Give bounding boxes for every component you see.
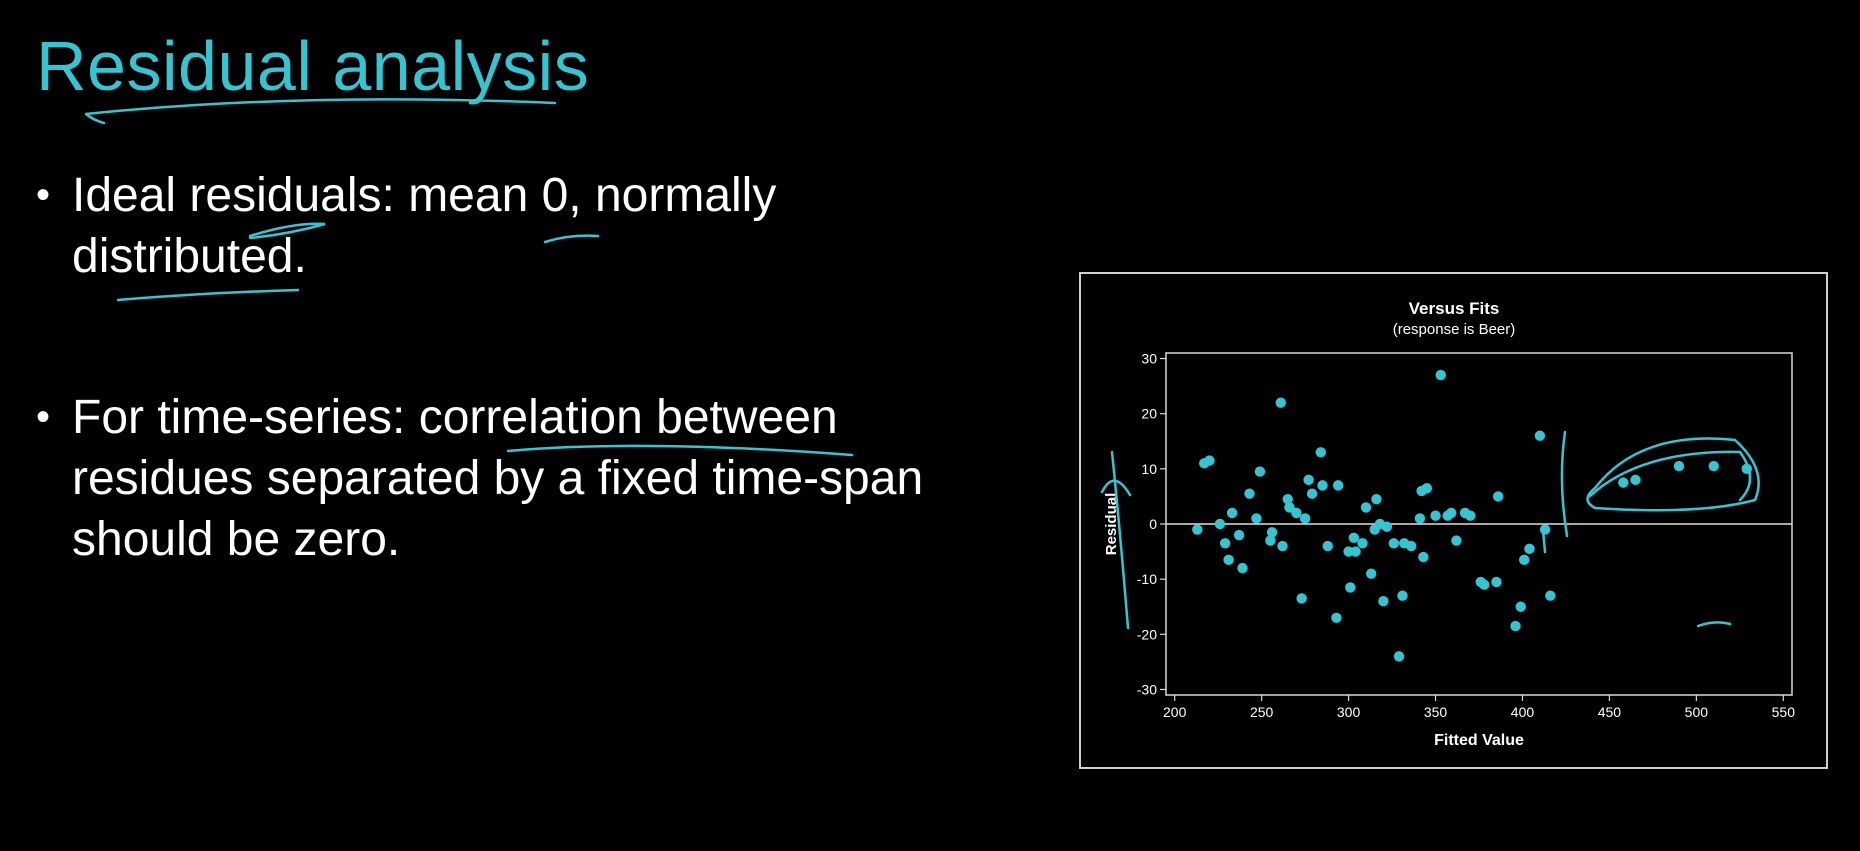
data-point xyxy=(1519,554,1530,566)
y-tick-label: 0 xyxy=(1149,516,1157,532)
data-point xyxy=(1741,463,1752,475)
data-point xyxy=(1275,397,1286,408)
data-point xyxy=(1381,521,1393,532)
data-point xyxy=(1545,590,1556,601)
x-tick-label: 350 xyxy=(1424,704,1448,720)
data-point xyxy=(1315,447,1326,458)
data-point xyxy=(1265,535,1276,546)
data-point xyxy=(1673,460,1685,472)
bullet-list: • Ideal residuals: mean 0, normally dist… xyxy=(36,165,1016,570)
x-tick-label: 250 xyxy=(1250,704,1274,720)
data-point xyxy=(1397,590,1408,601)
data-point xyxy=(1405,540,1417,552)
data-point xyxy=(1291,507,1302,519)
chart-panel xyxy=(1079,272,1828,769)
data-point xyxy=(1378,596,1389,607)
data-point xyxy=(1421,482,1433,494)
data-point xyxy=(1388,538,1399,549)
data-point xyxy=(1465,510,1476,521)
data-point xyxy=(1618,477,1629,488)
data-point xyxy=(1244,488,1255,499)
y-tick-label: -10 xyxy=(1137,571,1157,587)
data-point xyxy=(1331,612,1342,623)
data-point xyxy=(1192,524,1203,535)
x-tick-label: 200 xyxy=(1163,704,1187,720)
data-point xyxy=(1371,493,1382,505)
data-point xyxy=(1214,518,1226,530)
data-point xyxy=(1237,562,1248,574)
data-point xyxy=(1332,480,1344,491)
y-tick-label: -20 xyxy=(1137,626,1157,642)
y-axis: 30 20 10 0 -10 -20 -30 xyxy=(1137,351,1166,697)
data-point xyxy=(1534,430,1546,441)
y-tick-label: 30 xyxy=(1141,351,1157,367)
bullet-item: • For time-series: correlation between r… xyxy=(36,387,1016,570)
data-point xyxy=(1254,466,1266,477)
data-point xyxy=(1296,593,1307,604)
bullet-item: • Ideal residuals: mean 0, normally dist… xyxy=(36,165,1016,287)
data-point xyxy=(1524,543,1535,555)
data-point xyxy=(1491,576,1502,588)
data-point xyxy=(1284,502,1295,513)
bullet-text: Ideal residuals: mean 0, normally distri… xyxy=(72,169,777,283)
data-point xyxy=(1345,582,1356,593)
data-point xyxy=(1233,529,1245,541)
data-point xyxy=(1299,513,1311,524)
data-point xyxy=(1414,513,1426,524)
data-point xyxy=(1266,527,1278,538)
data-point xyxy=(1708,460,1719,472)
x-tick-label: 500 xyxy=(1685,704,1709,720)
data-point xyxy=(1317,480,1328,491)
x-tick-label: 300 xyxy=(1337,704,1361,720)
title-underline-tail xyxy=(84,112,106,125)
data-point xyxy=(1306,488,1318,499)
x-axis-label: Fitted Value xyxy=(1434,732,1524,749)
chart-subtitle: (response is Beer) xyxy=(1393,321,1516,338)
x-axis: 200 250 300 350 400 450 500 550 xyxy=(1163,695,1795,720)
data-point xyxy=(1418,551,1429,563)
data-point xyxy=(1393,651,1405,662)
chart-title: Versus Fits xyxy=(1409,299,1500,318)
slide-title: Residual analysis xyxy=(36,27,590,105)
data-point xyxy=(1251,513,1262,524)
data-point xyxy=(1226,507,1238,519)
data-point xyxy=(1492,491,1504,502)
x-tick-label: 450 xyxy=(1598,704,1622,720)
data-points xyxy=(1192,369,1752,662)
data-point xyxy=(1365,568,1377,579)
y-tick-label: 20 xyxy=(1141,406,1157,422)
data-point xyxy=(1223,554,1234,566)
y-tick-label: 10 xyxy=(1141,461,1157,477)
data-point xyxy=(1204,455,1215,466)
data-point xyxy=(1282,493,1293,505)
data-point xyxy=(1510,620,1521,632)
data-point xyxy=(1303,474,1314,486)
y-axis-label: Residual xyxy=(1103,493,1120,556)
data-point xyxy=(1539,524,1551,535)
data-point xyxy=(1630,474,1641,486)
data-point xyxy=(1360,502,1372,513)
data-point xyxy=(1515,601,1526,612)
x-tick-label: 400 xyxy=(1511,704,1535,720)
data-point xyxy=(1451,535,1462,546)
data-point xyxy=(1435,369,1446,381)
data-point xyxy=(1350,546,1361,557)
data-point xyxy=(1357,538,1368,549)
data-point xyxy=(1322,540,1333,552)
bullet-glyph: • xyxy=(36,395,51,439)
data-point xyxy=(1445,507,1457,519)
data-point xyxy=(1479,579,1490,590)
data-point xyxy=(1277,540,1288,552)
data-point xyxy=(1348,532,1359,543)
data-point xyxy=(1219,538,1231,549)
bullet-glyph: • xyxy=(36,173,51,217)
scatter-chart: Versus Fits (response is Beer) 30 20 10 0 -1… xyxy=(1103,299,1795,749)
y-tick-label: -30 xyxy=(1137,681,1157,697)
bullet-text: For time-series: correlation between res… xyxy=(72,391,924,566)
data-point xyxy=(1430,510,1441,521)
x-tick-label: 550 xyxy=(1772,704,1796,720)
